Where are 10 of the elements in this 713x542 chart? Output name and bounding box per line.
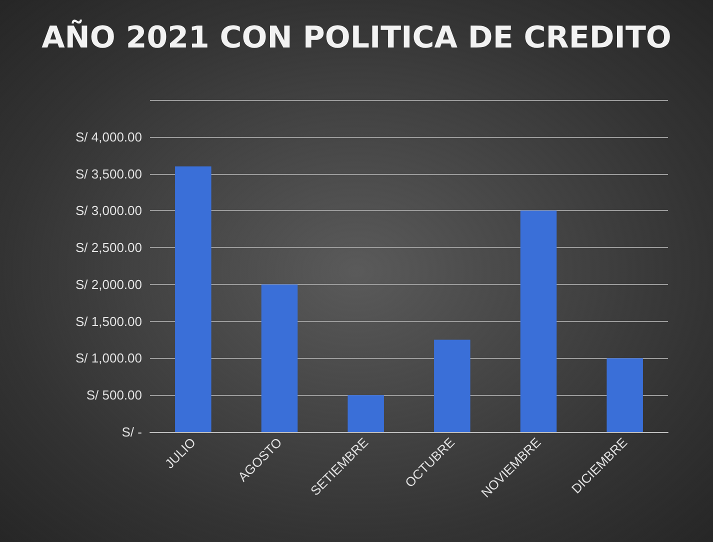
y-tick-label: S/ 3,000.00 bbox=[76, 203, 142, 218]
y-tick-label: S/ 4,000.00 bbox=[76, 129, 142, 144]
y-tick-label: S/ 1,000.00 bbox=[76, 350, 142, 366]
chart-title: AÑO 2021 CON POLITICA DE CREDITO bbox=[42, 20, 672, 56]
y-tick-label: S/ 1,500.00 bbox=[76, 314, 142, 329]
y-tick-label: S/ 2,500.00 bbox=[76, 240, 142, 256]
y-tick-label: S/ 3,500.00 bbox=[76, 166, 142, 182]
y-tick-label: S/ 2,000.00 bbox=[76, 276, 142, 292]
y-tick-label: S/ - bbox=[122, 424, 142, 440]
y-tick-label: S/ 500.00 bbox=[86, 388, 142, 403]
